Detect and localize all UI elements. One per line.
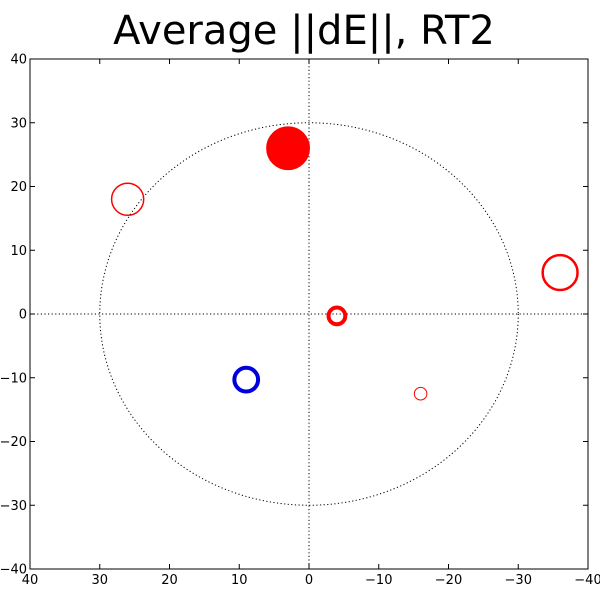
x-tick-label: 20 bbox=[161, 573, 178, 588]
x-tick-label: 30 bbox=[91, 573, 108, 588]
reference-circle bbox=[99, 122, 519, 506]
y-tick-label: 0 bbox=[19, 308, 27, 323]
x-tick-label: 40 bbox=[22, 573, 39, 588]
x-tick-label: 10 bbox=[231, 573, 248, 588]
y-tick-label: 30 bbox=[10, 116, 27, 131]
points-layer bbox=[110, 126, 579, 401]
y-tick-label: −30 bbox=[0, 499, 27, 514]
x-tick-label: −30 bbox=[505, 573, 532, 588]
data-point-4 bbox=[326, 305, 348, 327]
y-tick-label: −20 bbox=[0, 435, 27, 450]
y-tick-label: −10 bbox=[0, 371, 27, 386]
x-tick-label: −10 bbox=[365, 573, 392, 588]
data-point-6 bbox=[413, 386, 428, 401]
chart-title: Average ||dE||, RT2 bbox=[113, 8, 495, 54]
y-tick-label: 10 bbox=[10, 244, 27, 259]
y-tick-label: −40 bbox=[0, 563, 27, 578]
plot-area: 40 30 20 10 0 −10 −20 −30 −40403020100−10−20−30−… bbox=[0, 53, 600, 589]
data-point-3 bbox=[541, 253, 579, 292]
x-tick-label: 0 bbox=[305, 573, 313, 588]
data-point-2 bbox=[110, 182, 145, 217]
reference-layer bbox=[30, 59, 588, 569]
y-tick-label: 40 bbox=[10, 53, 27, 68]
x-tick-label: −40 bbox=[574, 573, 600, 588]
data-point-5 bbox=[232, 365, 261, 394]
x-tick-label: −20 bbox=[435, 573, 462, 588]
y-tick-label: 20 bbox=[10, 180, 27, 195]
ticks-layer: 40 30 20 10 0 −10 −20 −30 −40403020100−10−20−30−… bbox=[0, 53, 600, 589]
data-point-1 bbox=[266, 126, 311, 171]
